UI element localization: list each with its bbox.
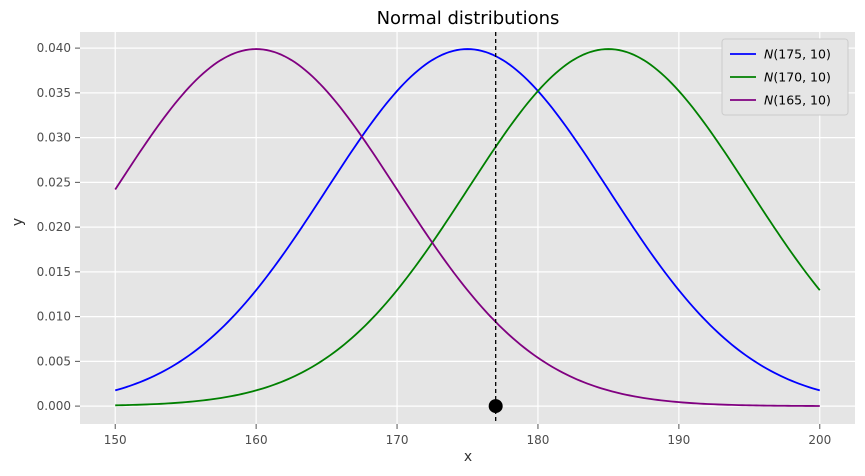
y-tick-label: 0.030 (37, 131, 71, 145)
series-lines (114, 48, 821, 407)
x-tick-label: 160 (245, 433, 268, 447)
x-axis-ticks: 150 160 170 180 190 200 (104, 424, 831, 447)
x-tick-label: 150 (104, 433, 127, 447)
series-line (115, 48, 821, 407)
y-tick-label: 0.010 (37, 310, 71, 324)
legend-items: N(175, 10) N(170, 10) N(165, 10) (730, 47, 831, 108)
x-tick-label: 180 (527, 433, 550, 447)
marker-point (488, 399, 503, 414)
series-line (114, 48, 821, 392)
x-axis-label: x (464, 449, 472, 465)
legend-frame (721, 38, 849, 116)
y-tick-label: 0.000 (37, 399, 71, 413)
x-tick-label: 200 (808, 433, 831, 447)
y-tick-label: 0.020 (37, 220, 71, 234)
y-axis-ticks: 0.000 0.005 0.010 0.015 0.020 0.025 0.030 0.035… (37, 41, 80, 413)
y-tick-label: 0.025 (37, 175, 71, 189)
legend-label: N(175, 10) (764, 47, 831, 62)
y-tick-label: 0.005 (37, 354, 71, 368)
x-tick-label: 170 (386, 433, 409, 447)
chart-title: Normal distributions (377, 8, 560, 29)
y-tick-label: 0.015 (37, 265, 71, 279)
y-tick-label: 0.040 (37, 41, 71, 55)
legend: N(175, 10) N(170, 10) N(165, 10) (721, 38, 849, 116)
y-axis-label: y (10, 218, 26, 226)
legend-label: N(165, 10) (764, 93, 831, 108)
y-tick-label: 0.035 (37, 86, 71, 100)
series-line (114, 48, 820, 407)
annotations (488, 32, 503, 424)
x-tick-label: 190 (667, 433, 690, 447)
legend-label: N(170, 10) (764, 70, 831, 85)
